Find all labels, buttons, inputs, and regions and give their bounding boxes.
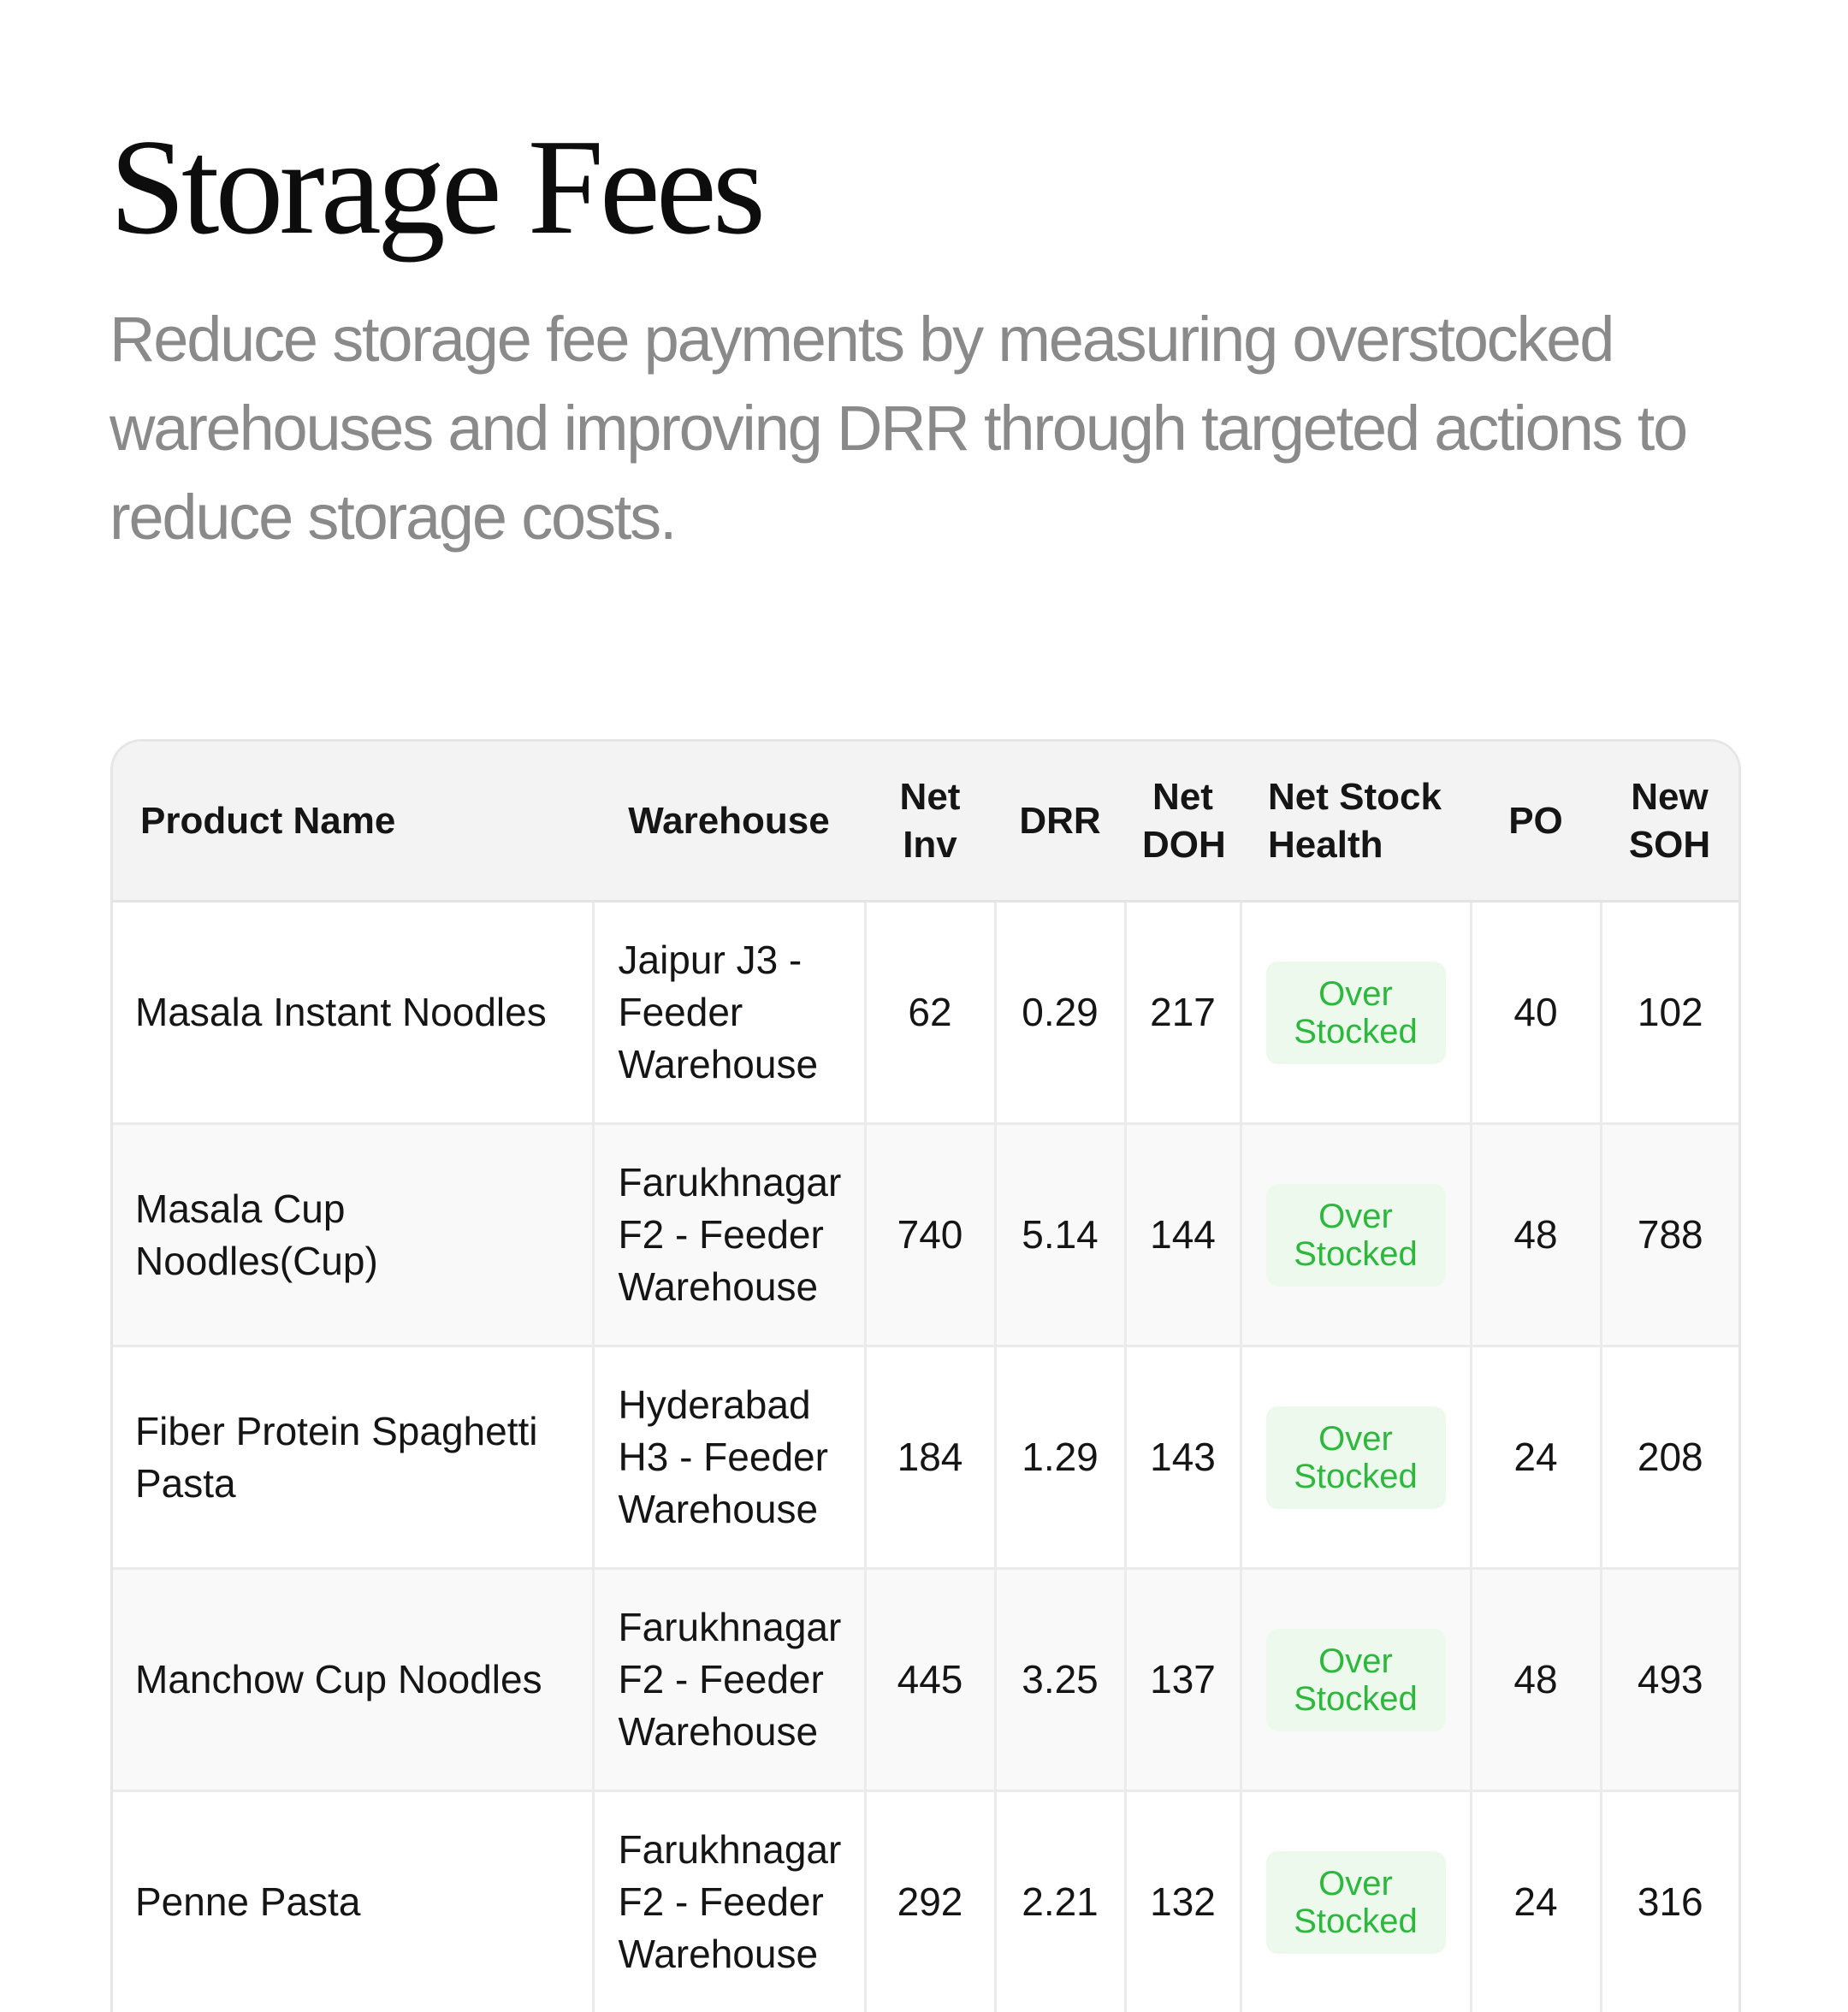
cell-warehouse: Farukhnagar F2 - Feeder Warehouse [593,1122,867,1346]
cell-net-doh: 137 [1125,1567,1242,1791]
status-badge-line-2: Stocked [1294,1902,1418,1940]
cell-drr: 1.29 [995,1345,1127,1569]
cell-net-doh: 144 [1125,1122,1242,1346]
cell-new-soh: 102 [1637,990,1703,1034]
column-header-net-stock-health-line-2: Health [1268,823,1383,866]
table-row[interactable]: Penne Pasta Farukhnagar F2 - Feeder Ware… [113,1790,1738,2012]
cell-net-doh: 132 [1125,1790,1242,2012]
cell-product-name: Fiber Protein Spaghetti Pasta [113,1345,595,1569]
cell-warehouse: Hyderabad H3 - Feeder Warehouse [593,1345,867,1569]
column-header-net-doh-line-1: Net [1152,775,1213,818]
column-header-po[interactable]: PO [1471,742,1601,902]
column-header-drr[interactable]: DRR [995,742,1125,902]
cell-net-stock-health: Over Stocked [1241,1122,1472,1346]
cell-po: 48 [1471,1567,1602,1791]
status-badge: Over Stocked [1265,1850,1446,1954]
status-badge-line-2: Stocked [1294,1679,1418,1718]
cell-new-soh: 493 [1601,1567,1738,1791]
column-header-new-soh[interactable]: New SOH [1601,742,1738,902]
column-header-net-inv-line-2: Inv [903,823,957,866]
status-badge-line-1: Over [1318,1642,1393,1680]
table-header-row: Product Name Warehouse Net Inv DRR Net D… [113,742,1738,902]
cell-net-inv: 445 [865,1567,997,1791]
column-header-net-inv-line-1: Net [899,775,961,818]
cell-net-stock-health: Over Stocked [1241,1790,1472,2012]
cell-drr: 3.25 [995,1567,1127,1791]
table-row[interactable]: Fiber Protein Spaghetti Pasta Hyderabad … [113,1345,1738,1569]
cell-warehouse: Farukhnagar F2 - Feeder Warehouse [593,1567,867,1791]
column-header-product-name[interactable]: Product Name [113,742,593,902]
status-badge-line-1: Over [1318,1419,1393,1458]
column-header-warehouse[interactable]: Warehouse [593,742,865,902]
table-row[interactable]: Masala Cup Noodles(Cup) Farukhnagar F2 -… [113,1122,1738,1346]
cell-warehouse: Jaipur J3 - Feeder Warehouse [593,901,867,1124]
cell-drr: 0.29 [995,901,1127,1124]
cell-product-name: Masala Instant Noodles [113,901,595,1124]
cell-product-name: Masala Cup Noodles(Cup) [113,1122,595,1346]
cell-product-name: Manchow Cup Noodles [113,1567,595,1791]
storage-fees-table-container: Product Name Warehouse Net Inv DRR Net D… [110,739,1741,2012]
cell-drr: 2.21 [995,1790,1127,2012]
status-badge: Over Stocked [1265,1405,1446,1509]
cell-net-doh: 217 [1125,901,1242,1124]
table-row[interactable]: Masala Instant Noodles Jaipur J3 - Feede… [113,901,1738,1124]
column-header-net-stock-health[interactable]: Net Stock Health [1241,742,1471,902]
cell-net-stock-health: Over Stocked [1241,901,1472,1124]
status-badge: Over Stocked [1265,1183,1446,1287]
cell-net-doh: 143 [1125,1345,1242,1569]
status-badge-line-2: Stocked [1294,1234,1418,1273]
status-badge-line-1: Over [1318,1864,1393,1903]
cell-po: 40 [1471,901,1602,1124]
cell-po: 24 [1471,1790,1602,2012]
status-badge-line-1: Over [1318,1197,1393,1235]
status-badge: Over Stocked [1265,961,1446,1064]
cell-po: 24 [1471,1345,1602,1569]
cell-new-soh: 208 [1601,1345,1738,1569]
page-title: Storage Fees [110,110,766,263]
page-subtitle: Reduce storage fee payments by measuring… [110,304,1688,553]
cell-net-inv: 292 [865,1790,997,2012]
column-header-new-soh-line-2: SOH [1628,823,1711,866]
cell-net-stock-health: Over Stocked [1241,1567,1472,1791]
column-header-new-soh-line-1: New [1631,775,1709,818]
cell-net-inv: 62 [865,901,997,1124]
column-header-net-doh-line-2: DOH [1142,823,1226,866]
cell-product-name: Penne Pasta [113,1790,595,2012]
cell-new-soh: 788 [1601,1122,1738,1346]
status-badge: Over Stocked [1265,1628,1446,1731]
cell-net-stock-health: Over Stocked [1241,1345,1472,1569]
status-badge-line-2: Stocked [1294,1457,1418,1495]
cell-po: 48 [1471,1122,1602,1346]
table-row[interactable]: Manchow Cup Noodles Farukhnagar F2 - Fee… [113,1567,1738,1791]
cell-new-soh: 316 [1601,1790,1738,2012]
cell-net-inv: 184 [865,1345,997,1569]
status-badge-line-1: Over [1318,974,1393,1013]
cell-net-inv: 740 [865,1122,997,1346]
column-header-net-stock-health-line-1: Net Stock [1268,775,1442,818]
column-header-net-doh[interactable]: Net DOH [1125,742,1241,902]
storage-fees-table: Product Name Warehouse Net Inv DRR Net D… [113,742,1738,2012]
column-header-net-inv[interactable]: Net Inv [865,742,995,902]
status-badge-line-2: Stocked [1294,1012,1418,1050]
cell-drr: 5.14 [995,1122,1127,1346]
cell-warehouse: Farukhnagar F2 - Feeder Warehouse [593,1790,867,2012]
